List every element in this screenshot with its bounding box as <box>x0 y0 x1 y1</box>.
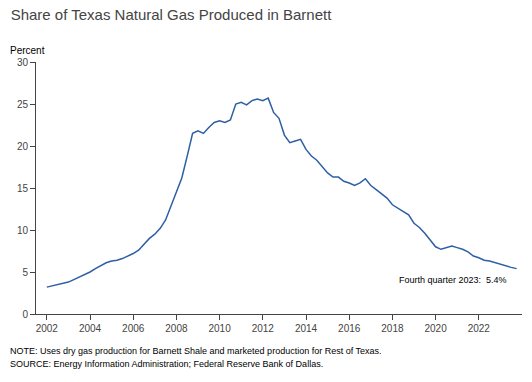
svg-text:2004: 2004 <box>79 323 102 334</box>
svg-text:2010: 2010 <box>208 323 231 334</box>
svg-text:Fourth quarter 2023: 5.4%: Fourth quarter 2023: 5.4% <box>399 275 507 285</box>
svg-text:20: 20 <box>17 141 29 152</box>
svg-text:0: 0 <box>22 309 28 320</box>
svg-text:NOTE: Uses dry gas production: NOTE: Uses dry gas production for Barnet… <box>10 346 382 356</box>
svg-text:2012: 2012 <box>252 323 275 334</box>
svg-text:2016: 2016 <box>338 323 361 334</box>
svg-text:15: 15 <box>17 183 29 194</box>
svg-text:25: 25 <box>17 99 29 110</box>
svg-text:10: 10 <box>17 225 29 236</box>
svg-text:2006: 2006 <box>122 323 145 334</box>
svg-text:2020: 2020 <box>424 323 447 334</box>
svg-text:Share of Texas Natural Gas Pro: Share of Texas Natural Gas Produced in B… <box>11 6 333 23</box>
svg-text:2002: 2002 <box>36 323 59 334</box>
svg-text:Percent: Percent <box>10 45 45 56</box>
svg-text:30: 30 <box>17 57 29 68</box>
svg-text:SOURCE: Energy Information Adm: SOURCE: Energy Information Administratio… <box>10 359 323 369</box>
svg-text:5: 5 <box>22 267 28 278</box>
svg-text:2014: 2014 <box>295 323 318 334</box>
svg-text:2018: 2018 <box>381 323 404 334</box>
svg-text:2022: 2022 <box>468 323 491 334</box>
svg-text:2008: 2008 <box>165 323 188 334</box>
